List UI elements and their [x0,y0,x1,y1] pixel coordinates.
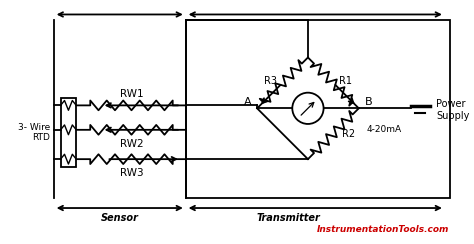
Text: 4-20mA: 4-20mA [366,125,402,134]
Text: RW2: RW2 [119,139,143,149]
Circle shape [292,93,324,124]
Text: B: B [365,97,373,107]
Text: InstrumentationTools.com: InstrumentationTools.com [317,225,450,234]
Text: Sensor: Sensor [101,213,139,223]
Bar [186,20,450,198]
Text: 3- Wire
RTD: 3- Wire RTD [18,122,50,142]
Text: RW1: RW1 [119,89,143,99]
Text: R3: R3 [264,76,277,86]
Text: A: A [244,97,251,107]
Text: Power
Supply: Power Supply [436,100,469,121]
Text: Transmitter: Transmitter [256,213,320,223]
Text: R1: R1 [338,76,352,86]
Bar [61,98,76,167]
Text: R2: R2 [342,129,356,139]
Text: RW3: RW3 [119,168,143,178]
